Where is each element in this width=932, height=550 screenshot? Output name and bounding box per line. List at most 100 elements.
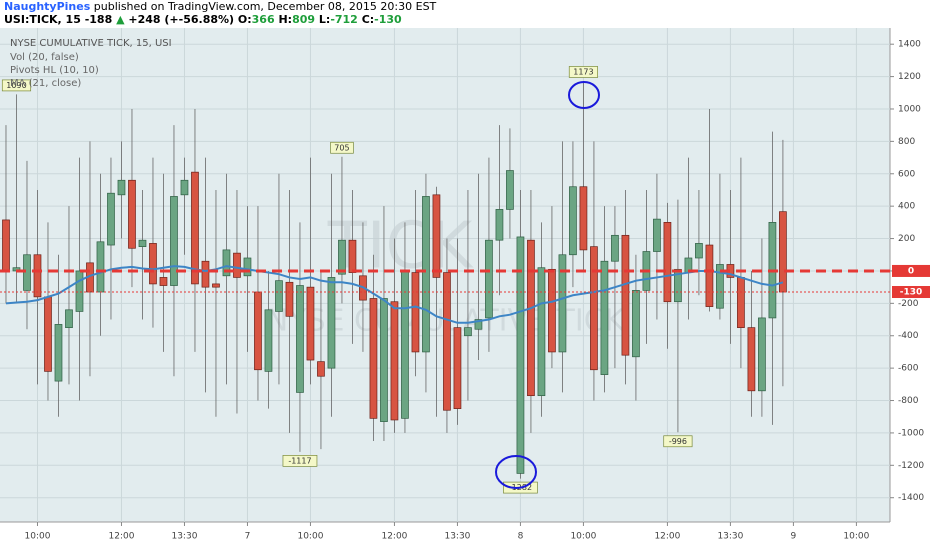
ohlc-value: -130 — [374, 13, 402, 26]
ohlc-label: O: — [237, 13, 252, 26]
highlight-circle — [495, 455, 537, 489]
level-tag — [892, 264, 930, 277]
candle-body — [306, 286, 315, 361]
x-tick-label: 13:30 — [171, 532, 197, 542]
pivot-box — [1, 79, 32, 92]
legend-entry: MA (21, close) — [10, 78, 81, 89]
candle-body — [117, 179, 126, 196]
ohlc-value: -712 — [330, 13, 358, 26]
ohlc-label: L: — [318, 13, 331, 26]
candle-body — [443, 272, 451, 411]
legend-entry: Pivots HL (10, 10) — [10, 65, 99, 76]
y-tick-label: -1000 — [898, 428, 924, 438]
x-tick-label: 10:00 — [297, 532, 323, 542]
candle-body — [527, 239, 535, 397]
x-tick-label: 10:00 — [843, 532, 869, 542]
y-tick-label: -1200 — [898, 461, 924, 471]
candle-body — [632, 290, 640, 358]
candle-body — [2, 219, 10, 272]
level-label: 0 — [908, 266, 914, 276]
legend-entry: NYSE CUMULATIVE TICK, 15, USI — [10, 38, 172, 49]
candle-body — [705, 244, 714, 307]
x-tick-label: 7 — [245, 532, 251, 542]
candle-body — [474, 319, 483, 330]
pivot-label: 705 — [334, 143, 349, 152]
x-tick-label: 10:00 — [570, 532, 596, 542]
candle-body — [149, 243, 157, 285]
candle-body — [516, 236, 525, 474]
ohlc-value: 366 — [251, 13, 275, 26]
candle-body — [380, 298, 388, 422]
candle-body — [464, 327, 472, 337]
candle-body — [170, 196, 178, 286]
candle-body — [296, 285, 304, 393]
candle-body — [411, 272, 420, 353]
x-tick-label: 8 — [518, 532, 524, 542]
candle-body — [285, 281, 294, 317]
candle-body — [537, 267, 546, 397]
candle-body — [201, 260, 210, 288]
candle-body — [222, 249, 231, 277]
candle-body — [23, 254, 31, 291]
candle-body — [653, 218, 661, 252]
y-tick-label: -600 — [898, 364, 919, 374]
ma-line — [5, 265, 784, 324]
ohlc-label: H: — [278, 13, 293, 26]
candle-body — [674, 268, 682, 303]
candle-body — [54, 324, 63, 382]
candle-body — [275, 280, 283, 312]
level-tag — [892, 286, 930, 299]
candle-body — [159, 277, 168, 286]
candle-body — [779, 211, 787, 293]
candle-body — [663, 222, 672, 303]
candle-body — [390, 301, 399, 421]
author: NaughtyPines — [4, 0, 91, 13]
pivot-label: 1173 — [573, 67, 593, 76]
candle-body — [75, 270, 84, 312]
candle-body — [348, 239, 357, 273]
candle-body — [579, 186, 588, 251]
last: -188 — [84, 13, 113, 26]
y-tick-label: 200 — [898, 234, 915, 244]
pivot-label: -996 — [669, 437, 687, 446]
candle-body — [506, 170, 514, 210]
candle-body — [621, 234, 630, 356]
highlight-circle — [568, 81, 600, 109]
candle-body — [33, 254, 42, 298]
candle-body — [401, 270, 409, 419]
candle-body — [369, 298, 378, 419]
arrow: ▲ — [116, 13, 125, 26]
x-tick-label: 9 — [791, 532, 797, 542]
candle-body — [264, 309, 273, 372]
candle-body — [317, 361, 325, 377]
candle-body — [548, 268, 556, 353]
candle-body — [485, 239, 493, 319]
candle-body — [233, 252, 241, 278]
candle-body — [495, 209, 504, 241]
candle-body — [180, 179, 189, 196]
candle-body — [590, 246, 598, 371]
x-tick-label: 10:00 — [25, 532, 51, 542]
candle-body — [338, 239, 346, 275]
candle-body — [138, 239, 147, 248]
candle-body — [243, 257, 252, 277]
candle-body — [695, 243, 703, 259]
candle-body — [212, 283, 220, 288]
candle-body — [453, 327, 462, 409]
y-tick-label: 1400 — [898, 40, 921, 50]
x-tick-label: 12:00 — [381, 532, 407, 542]
pivot-label: 1090 — [6, 81, 26, 90]
header: NaughtyPines published on TradingView.co… — [0, 0, 932, 28]
candle-body — [432, 194, 441, 278]
candle-body — [747, 327, 756, 392]
published: published on TradingView.com, December 0… — [93, 0, 437, 13]
x-axis-bg — [0, 522, 932, 550]
y-tick-label: 1000 — [898, 104, 921, 114]
legend-entry: Vol (20, false) — [10, 52, 79, 63]
change: +248 (+-56.88%) — [128, 13, 235, 26]
candle-body — [422, 196, 430, 353]
candle-body — [254, 291, 262, 371]
y-tick-label: 1200 — [898, 72, 921, 82]
